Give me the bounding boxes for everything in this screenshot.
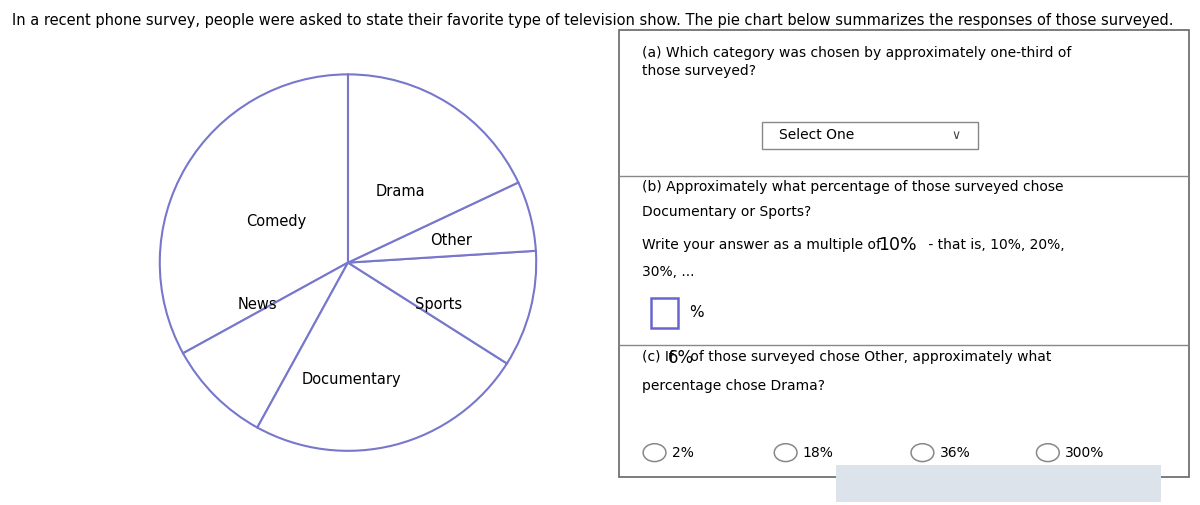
FancyBboxPatch shape [762, 122, 978, 149]
Text: Comedy: Comedy [246, 214, 306, 229]
Wedge shape [160, 74, 348, 354]
Text: 18%: 18% [803, 445, 834, 460]
Text: %: % [689, 306, 704, 321]
Text: News: News [238, 296, 277, 312]
Wedge shape [348, 74, 518, 263]
Text: Select One: Select One [779, 128, 854, 142]
Text: Documentary or Sports?: Documentary or Sports? [642, 205, 811, 219]
Text: Other: Other [431, 232, 473, 247]
Wedge shape [348, 251, 536, 364]
Text: Sports: Sports [415, 296, 462, 312]
Text: 10%: 10% [878, 236, 917, 254]
Text: 2%: 2% [672, 445, 694, 460]
Text: Write your answer as a multiple of: Write your answer as a multiple of [642, 238, 886, 252]
Text: those surveyed?: those surveyed? [642, 64, 756, 78]
FancyBboxPatch shape [619, 30, 1189, 477]
FancyBboxPatch shape [650, 298, 678, 328]
Text: In a recent phone survey, people were asked to state their favorite type of tele: In a recent phone survey, people were as… [12, 13, 1174, 28]
Text: ×: × [941, 474, 959, 493]
Wedge shape [348, 182, 536, 263]
Text: of those surveyed chose Other, approximately what: of those surveyed chose Other, approxima… [686, 350, 1051, 364]
Text: 30%, ...: 30%, ... [642, 265, 695, 279]
Text: Documentary: Documentary [302, 372, 402, 387]
Text: 6%: 6% [667, 348, 694, 367]
Wedge shape [257, 263, 506, 451]
Text: (a) Which category was chosen by approximately one-third of: (a) Which category was chosen by approxi… [642, 46, 1072, 60]
Text: percentage chose Drama?: percentage chose Drama? [642, 379, 826, 393]
Text: - that is, 10%, 20%,: - that is, 10%, 20%, [924, 238, 1064, 252]
FancyBboxPatch shape [820, 463, 1177, 504]
Text: (b) Approximately what percentage of those surveyed chose: (b) Approximately what percentage of tho… [642, 180, 1063, 194]
Text: 36%: 36% [940, 445, 971, 460]
Text: 300%: 300% [1064, 445, 1104, 460]
Text: ↺: ↺ [1048, 474, 1066, 493]
Text: (c) If: (c) If [642, 350, 678, 364]
Text: ∨: ∨ [950, 129, 960, 142]
Text: Drama: Drama [376, 184, 426, 198]
Wedge shape [184, 263, 348, 428]
